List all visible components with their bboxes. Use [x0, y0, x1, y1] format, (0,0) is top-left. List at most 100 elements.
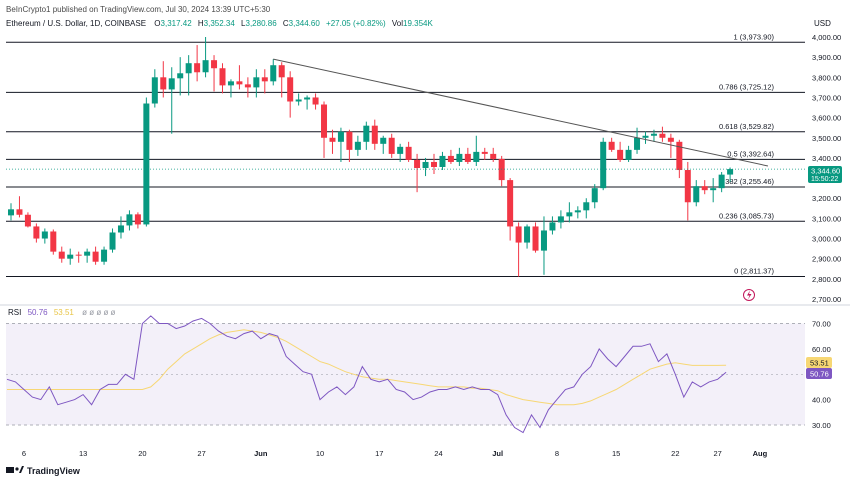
candle-body[interactable]	[388, 137, 395, 154]
candle-body[interactable]	[278, 65, 285, 78]
candle-body[interactable]	[177, 73, 184, 79]
candle-body[interactable]	[557, 216, 564, 223]
candle-body[interactable]	[608, 141, 615, 150]
candle-body[interactable]	[566, 212, 573, 217]
candle-body[interactable]	[659, 133, 666, 138]
candle-body[interactable]	[33, 226, 40, 239]
candle-body[interactable]	[414, 159, 421, 168]
candle-body[interactable]	[41, 231, 48, 239]
candle-body[interactable]	[168, 78, 175, 90]
time-axis-tick: 27	[197, 449, 205, 458]
candle-body[interactable]	[693, 186, 700, 203]
candle-body[interactable]	[549, 222, 556, 231]
candle-body[interactable]	[253, 77, 260, 88]
price-pane[interactable]: 1 (3,973.90) 0.786 (3,725.12) 0.618 (3,529…	[6, 32, 805, 278]
candle-body[interactable]	[8, 209, 14, 216]
candle-body[interactable]	[507, 180, 514, 227]
candle-body[interactable]	[532, 226, 539, 251]
candle-body[interactable]	[202, 60, 209, 73]
candle-body[interactable]	[194, 63, 201, 73]
candle-body[interactable]	[270, 65, 277, 82]
candle-body[interactable]	[727, 169, 734, 175]
candle-body[interactable]	[676, 141, 683, 171]
candle-body[interactable]	[227, 81, 234, 86]
fib-label: 0.5 (3,392.64)	[727, 149, 774, 158]
candle-body[interactable]	[143, 103, 150, 225]
time-axis-tick: Aug	[753, 449, 768, 458]
candle-body[interactable]	[211, 60, 218, 69]
candle-body[interactable]	[24, 214, 31, 227]
candle-body[interactable]	[354, 141, 361, 150]
candle-body[interactable]	[16, 209, 23, 215]
rsi-line[interactable]	[6, 315, 727, 434]
high-label: H	[198, 19, 204, 28]
candle-body[interactable]	[380, 137, 387, 144]
candle-body[interactable]	[312, 97, 319, 105]
candle-body[interactable]	[684, 170, 691, 203]
candle-body[interactable]	[371, 125, 378, 144]
candle-body[interactable]	[498, 158, 505, 181]
candle-body[interactable]	[515, 226, 522, 243]
candle-body[interactable]	[304, 97, 311, 100]
candle-body[interactable]	[524, 226, 531, 243]
candle-body[interactable]	[397, 146, 404, 154]
candle-body[interactable]	[160, 77, 167, 90]
candle-body[interactable]	[75, 254, 82, 256]
candle-body[interactable]	[84, 251, 91, 256]
candle-body[interactable]	[185, 63, 192, 74]
candle-body[interactable]	[101, 249, 108, 262]
candle-body[interactable]	[583, 202, 590, 211]
candle-body[interactable]	[117, 225, 124, 233]
rsi-pane[interactable]	[6, 315, 805, 434]
candle-body[interactable]	[591, 188, 598, 203]
candle-body[interactable]	[109, 232, 116, 250]
fib-label: 0 (2,811.37)	[734, 267, 774, 276]
volume-value: 19.354K	[403, 19, 433, 28]
candle-body[interactable]	[287, 77, 294, 102]
candle-body[interactable]	[710, 188, 717, 191]
candle-body[interactable]	[219, 68, 226, 86]
candle-body[interactable]	[126, 214, 133, 226]
candle-body[interactable]	[540, 230, 547, 251]
rsi-ma-line[interactable]	[7, 329, 727, 406]
candle-body[interactable]	[346, 131, 353, 150]
candle-body[interactable]	[236, 81, 243, 85]
time-axis-tick: Jul	[492, 449, 503, 458]
candle-body[interactable]	[329, 137, 336, 142]
candle-body[interactable]	[650, 133, 657, 136]
candle-body[interactable]	[363, 125, 370, 142]
candle-body[interactable]	[58, 251, 65, 259]
candle-body[interactable]	[718, 174, 725, 189]
candle-body[interactable]	[490, 153, 497, 159]
candle-body[interactable]	[67, 254, 74, 259]
candle-body[interactable]	[50, 231, 57, 252]
candle-body[interactable]	[321, 104, 328, 138]
candle-body[interactable]	[151, 77, 158, 104]
candle-body[interactable]	[295, 99, 302, 102]
candle-body[interactable]	[464, 153, 471, 162]
candle-body[interactable]	[244, 84, 251, 88]
candle-body[interactable]	[92, 251, 99, 262]
candle-body[interactable]	[642, 135, 649, 138]
lightning-icon[interactable]	[743, 289, 755, 301]
candle-body[interactable]	[134, 214, 141, 225]
candle-body[interactable]	[447, 155, 454, 162]
candle-body[interactable]	[439, 155, 446, 167]
candle-body[interactable]	[405, 146, 412, 160]
candle-body[interactable]	[431, 161, 437, 167]
candle-body[interactable]	[600, 141, 607, 189]
candle-body[interactable]	[422, 161, 429, 168]
candle-body[interactable]	[337, 131, 344, 142]
candle-body[interactable]	[574, 210, 581, 213]
candle-body[interactable]	[625, 149, 632, 160]
candle-body[interactable]	[667, 137, 674, 142]
trend-line[interactable]	[273, 58, 769, 167]
candle-body[interactable]	[261, 77, 268, 82]
candle-body[interactable]	[617, 149, 624, 160]
candle-body[interactable]	[481, 151, 488, 154]
candle-body[interactable]	[701, 186, 708, 191]
candle-body[interactable]	[456, 153, 463, 162]
candle-body[interactable]	[473, 151, 480, 162]
time-axis-tick: 27	[713, 449, 721, 458]
candle-body[interactable]	[634, 137, 641, 150]
